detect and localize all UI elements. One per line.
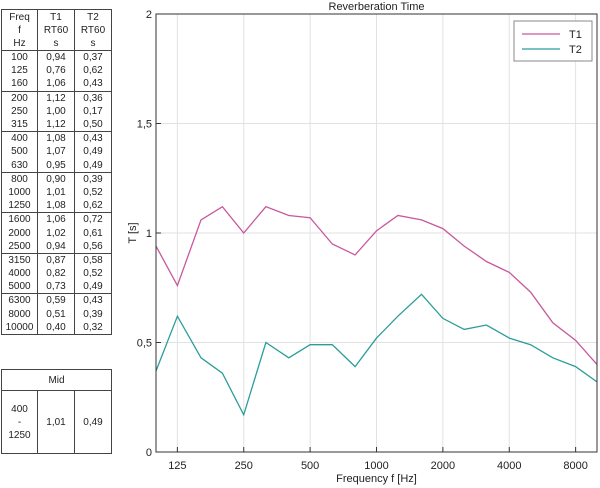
legend-label-t2: T2 (569, 44, 582, 56)
table-row: 1250 1,08 0,62 (1, 199, 112, 214)
table-row: 10000 0,40 0,32 (1, 320, 112, 335)
table-cell: 0,43 (74, 131, 112, 146)
table-row: 630 0,95 0,49 (1, 158, 112, 173)
table-row: 315 1,12 0,50 (1, 117, 112, 133)
table-cell: 0,49 (74, 158, 112, 173)
table-row: 4000 0,82 0,52 (1, 267, 112, 281)
rt60-data-table: Freq f Hz T1 RT60 s T2 RT60 s 100 0,94 0,37 125 0,76 0… (1, 9, 112, 335)
table-cell: 0,43 (74, 77, 112, 92)
table-cell: 0,52 (74, 185, 112, 200)
table-cell: 0,62 (74, 64, 112, 78)
y-tick-label: 2 (146, 9, 152, 21)
table-row: 1600 1,06 0,72 (1, 212, 112, 227)
table-row: 100 0,94 0,37 (1, 50, 112, 65)
table-header-cell: Freq f Hz (1, 9, 38, 51)
table-cell: 0,43 (74, 293, 112, 308)
table-row: 2500 0,94 0,56 (1, 239, 112, 254)
table-cell: 0,36 (74, 91, 112, 105)
tick-labels: 125 250 500 1000 2000 4000 8000 0 0,5 1 1,5 2 (137, 9, 588, 472)
table-cell: 0,49 (74, 280, 112, 295)
table-row: 200 1,12 0,36 (1, 91, 112, 105)
grid-lines (156, 14, 597, 452)
y-tick-label: 0,5 (137, 338, 152, 350)
table-row: 3150 0,87 0,58 (1, 253, 112, 267)
table-row: 5000 0,73 0,49 (1, 280, 112, 295)
series-lines (155, 205, 598, 417)
x-tick-label: 8000 (563, 460, 587, 472)
x-axis-label: Frequency f [Hz] (336, 473, 417, 485)
table-row: 160 1,06 0,43 (1, 77, 112, 92)
table-row: 400 1,08 0,43 (1, 131, 112, 146)
table-cell: 0,52 (74, 267, 112, 281)
x-tick-label: 250 (235, 460, 253, 472)
x-tick-label: 1000 (364, 460, 388, 472)
table-cell: 0,49 (74, 145, 112, 159)
x-tick-label: 500 (301, 460, 319, 472)
table-cell: 0,58 (74, 253, 112, 267)
table-cell: 0,56 (74, 239, 112, 254)
y-tick-label: 1 (146, 228, 152, 240)
y-axis-label: T [s] (127, 222, 139, 243)
mid-summary-table: Mid 400-1250 1,01 0,49 (1, 369, 112, 454)
table-header-row: Freq f Hz T1 RT60 s T2 RT60 s (1, 9, 112, 51)
legend-label-t1: T1 (569, 29, 582, 41)
table-row: 500 1,07 0,49 (1, 145, 112, 159)
table-cell: 0,39 (74, 172, 112, 186)
chart-title: Reverberation Time (329, 1, 425, 13)
table-row: 250 1,00 0,17 (1, 104, 112, 118)
table-cell: 0,62 (74, 199, 112, 214)
y-tick-label: 0 (146, 447, 152, 459)
mid-range-cell: 400-1250 (1, 390, 38, 454)
table-row: 2000 1,02 0,61 (1, 226, 112, 240)
table-row: 8000 0,51 0,39 (1, 307, 112, 321)
table-cell: 0,39 (74, 307, 112, 321)
legend-box (513, 20, 593, 62)
table-row: 125 0,76 0,62 (1, 64, 112, 78)
table-cell: 0,61 (74, 226, 112, 240)
x-tick-label: 2000 (431, 460, 455, 472)
x-tick-label: 125 (168, 460, 186, 472)
table-cell: 0,17 (74, 104, 112, 118)
series-line-t1 (155, 205, 598, 365)
table-row: 1000 1,01 0,52 (1, 185, 112, 200)
table-cell: 0,32 (74, 320, 112, 335)
table-row: 800 0,90 0,39 (1, 172, 112, 186)
table-cell: 0,72 (74, 212, 112, 227)
x-tick-label: 4000 (497, 460, 521, 472)
mid-t2-cell: 0,49 (74, 390, 112, 454)
mid-t1-cell: 1,01 (37, 390, 75, 454)
table-row: 6300 0,59 0,43 (1, 293, 112, 308)
series-line-t2 (155, 293, 598, 417)
table-cell: 0,37 (74, 50, 112, 65)
y-tick-label: 1,5 (137, 119, 152, 131)
table-header-cell: T2 RT60 s (74, 9, 112, 51)
table-cell: 0,50 (74, 117, 112, 133)
table-header-cell: T1 RT60 s (37, 9, 75, 51)
